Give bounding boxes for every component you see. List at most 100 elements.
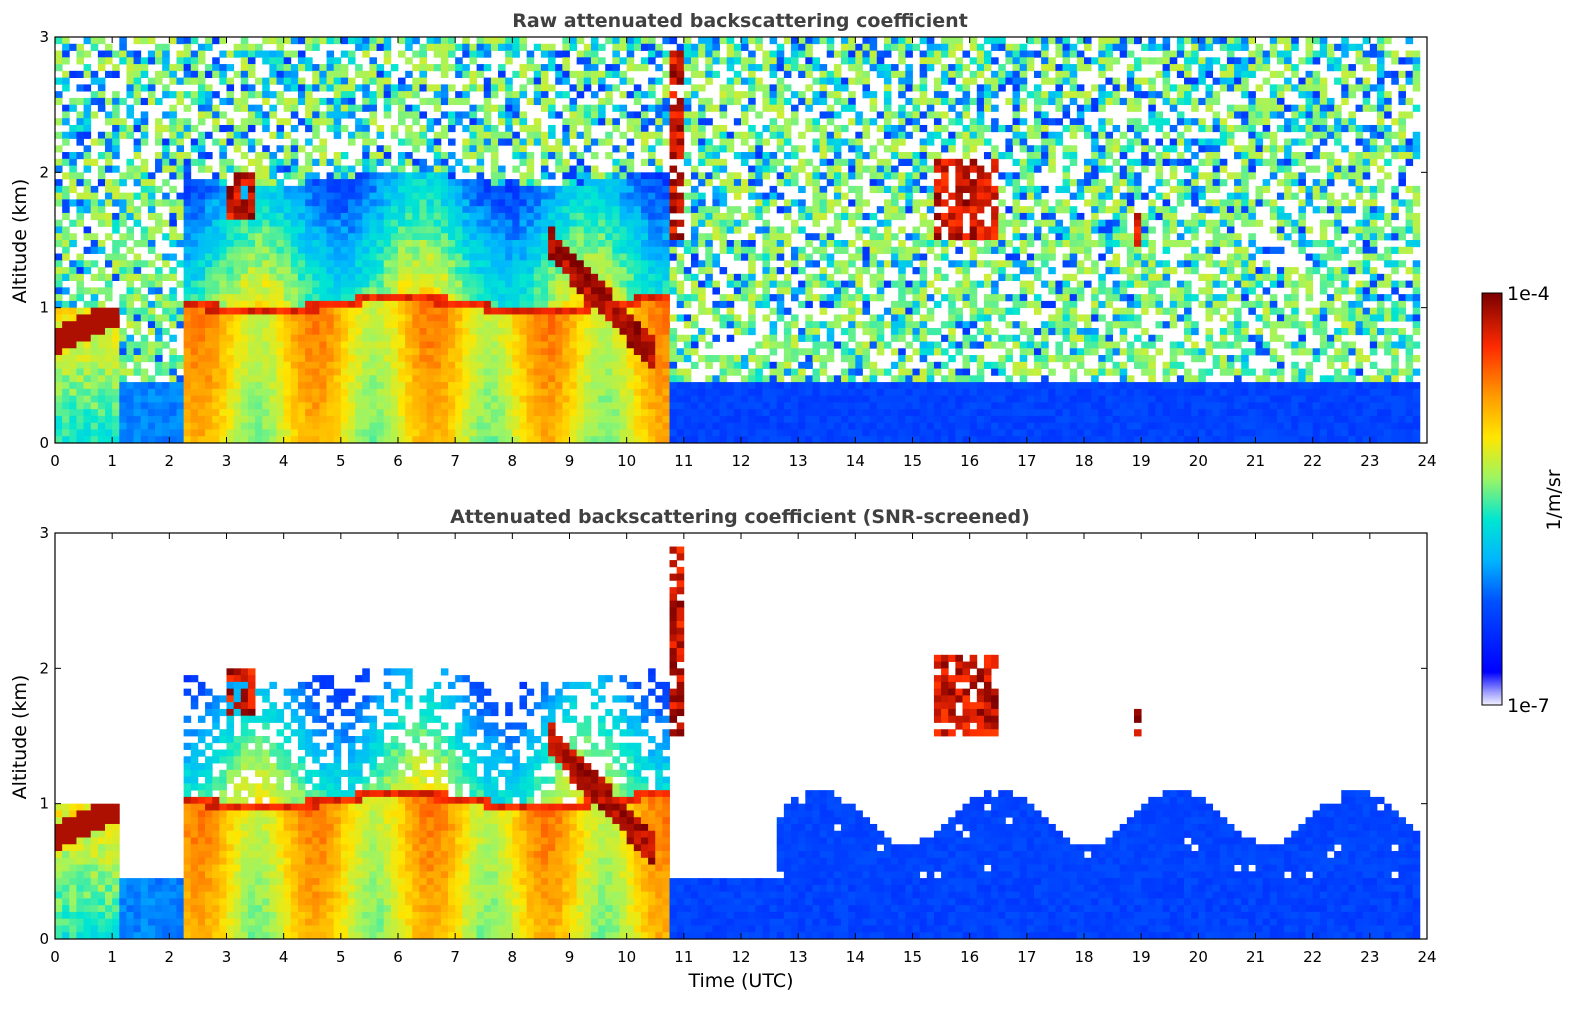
heatmap-cell — [319, 158, 327, 166]
heatmap-cell — [240, 402, 249, 410]
heatmap-cell — [512, 273, 520, 281]
heatmap-cell — [569, 192, 578, 200]
heatmap-cell — [598, 246, 606, 254]
heatmap-cell — [769, 185, 778, 194]
heatmap-cell — [455, 246, 463, 254]
heatmap-cell — [490, 395, 499, 403]
heatmap-cell — [562, 50, 570, 58]
heatmap-cell — [433, 185, 442, 194]
heatmap-cell — [548, 226, 556, 234]
heatmap-cell — [97, 179, 106, 187]
heatmap-cell — [183, 253, 192, 261]
heatmap-cell — [605, 192, 613, 200]
heatmap-cell — [376, 436, 385, 444]
heatmap-cell — [562, 124, 570, 133]
heatmap-cell — [576, 179, 585, 187]
heatmap-cell — [555, 240, 563, 248]
heatmap-cell — [426, 273, 435, 281]
heatmap-cell — [233, 409, 242, 417]
heatmap-cell — [748, 375, 756, 383]
heatmap-cell — [698, 267, 706, 275]
heatmap-cell — [555, 273, 563, 281]
heatmap-cell — [498, 253, 506, 261]
heatmap-cell — [405, 138, 413, 146]
heatmap-cell — [247, 321, 256, 329]
heatmap-cell — [683, 348, 692, 356]
heatmap-cell — [333, 307, 342, 315]
heatmap-cell — [440, 64, 449, 72]
heatmap-cell — [247, 240, 256, 248]
heatmap-cell — [405, 172, 413, 180]
heatmap-cell — [362, 43, 370, 51]
heatmap-cell — [505, 226, 513, 234]
heatmap-cell — [505, 253, 513, 261]
heatmap-cell — [55, 388, 63, 397]
heatmap-cell — [240, 124, 249, 133]
heatmap-cell — [312, 84, 320, 92]
heatmap-cell — [312, 294, 320, 302]
heatmap-cell — [448, 138, 456, 146]
heatmap-cell — [569, 97, 578, 106]
heatmap-cell — [540, 172, 549, 180]
heatmap-cell — [233, 226, 242, 234]
heatmap-cell — [169, 307, 177, 315]
heatmap-cell — [362, 314, 370, 322]
heatmap-cell — [705, 97, 713, 106]
heatmap-cell — [433, 273, 442, 281]
heatmap-cell — [612, 233, 620, 241]
heatmap-cell — [376, 280, 385, 288]
heatmap-cell — [762, 280, 770, 288]
heatmap-cell — [62, 382, 70, 390]
heatmap-cell — [719, 37, 728, 45]
heatmap-cell — [297, 341, 306, 349]
heatmap-cell — [269, 165, 277, 173]
heatmap-cell — [398, 334, 406, 342]
heatmap-cell — [619, 327, 628, 336]
heatmap-cell — [741, 422, 749, 430]
heatmap-cell — [390, 307, 399, 315]
heatmap-cell — [498, 185, 506, 194]
heatmap-cell — [498, 111, 506, 119]
heatmap-cell — [190, 138, 199, 146]
heatmap-cell — [147, 212, 156, 221]
heatmap-cell — [519, 70, 528, 78]
heatmap-cell — [469, 395, 478, 403]
heatmap-cell — [169, 267, 177, 275]
heatmap-cell — [126, 368, 135, 376]
heatmap-cell — [383, 260, 392, 268]
heatmap-cell — [347, 246, 356, 254]
heatmap-cell — [698, 50, 706, 58]
heatmap-cell — [405, 84, 413, 92]
heatmap-cell — [340, 199, 349, 207]
heatmap-cell — [197, 368, 206, 376]
heatmap-cell — [262, 314, 270, 322]
heatmap-cell — [526, 388, 535, 397]
heatmap-cell — [726, 321, 735, 329]
heatmap-cell — [362, 165, 370, 173]
heatmap-cell — [105, 219, 113, 227]
heatmap-cell — [90, 361, 99, 369]
heatmap-cell — [212, 334, 220, 342]
heatmap-cell — [469, 70, 478, 78]
heatmap-cell — [412, 395, 420, 403]
heatmap-cell — [512, 355, 520, 363]
heatmap-cell — [97, 91, 106, 99]
heatmap-cell — [569, 199, 578, 207]
heatmap-cell — [119, 206, 127, 214]
heatmap-cell — [540, 382, 549, 390]
heatmap-cell — [626, 368, 635, 376]
heatmap-cell — [412, 287, 420, 295]
heatmap-cell — [590, 246, 599, 254]
heatmap-cell — [126, 246, 135, 254]
heatmap-cell — [605, 260, 613, 268]
heatmap-cell — [55, 64, 63, 72]
heatmap-cell — [705, 138, 713, 146]
heatmap-cell — [440, 375, 449, 383]
heatmap-cell — [183, 294, 192, 302]
heatmap-cell — [247, 307, 256, 315]
heatmap-cell — [283, 57, 292, 65]
heatmap-cell — [133, 368, 142, 376]
heatmap-cell — [662, 334, 670, 342]
heatmap-cell — [648, 131, 656, 139]
heatmap-cell — [598, 233, 606, 241]
